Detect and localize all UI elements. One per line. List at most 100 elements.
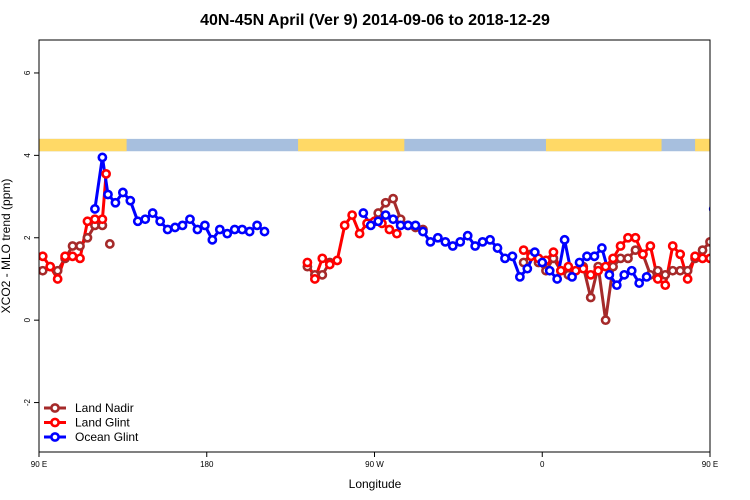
- data-point: [75, 241, 85, 251]
- data-point: [462, 230, 473, 241]
- data-point: [339, 220, 350, 231]
- data-point: [690, 251, 700, 262]
- data-point: [101, 168, 111, 179]
- data-point: [67, 241, 78, 251]
- data-point: [544, 265, 555, 276]
- data-point: [697, 245, 708, 256]
- data-point: [97, 214, 108, 225]
- x-axis: 90 E 180 90 W 0 90 E: [31, 452, 718, 469]
- data-point: [177, 220, 188, 231]
- data-point: [729, 216, 736, 223]
- data-point: [548, 247, 559, 258]
- data-point: [432, 232, 443, 243]
- data-point: [736, 240, 743, 247]
- data-point: [45, 261, 56, 272]
- data-point: [222, 228, 233, 239]
- data-point: [555, 265, 566, 276]
- y-tick-label: 2: [23, 235, 32, 240]
- data-point: [373, 216, 384, 227]
- legend-swatch-marker: [50, 403, 60, 413]
- data-point: [732, 170, 739, 177]
- data-point: [132, 216, 143, 227]
- data-point: [529, 247, 540, 258]
- data-point: [155, 216, 166, 227]
- land-strip-segment: [747, 139, 749, 151]
- data-point: [731, 199, 738, 206]
- legend-swatch-marker: [50, 417, 60, 428]
- data-point: [60, 251, 70, 262]
- data-point: [608, 261, 618, 272]
- data-point: [585, 269, 596, 280]
- legend-label: Ocean Glint: [75, 430, 139, 444]
- data-point: [388, 214, 399, 225]
- data-point: [746, 197, 750, 204]
- land-strip-segment: [39, 138, 127, 152]
- data-point: [384, 224, 395, 235]
- land-sea-strip: [39, 138, 749, 152]
- y-axis: -2 0 2 4 6: [23, 70, 39, 406]
- data-point: [39, 251, 48, 262]
- x-tick-label: 90 E: [31, 460, 47, 469]
- data-point: [705, 236, 710, 247]
- data-point: [244, 226, 255, 237]
- data-point: [574, 257, 585, 268]
- data-point: [229, 224, 240, 235]
- y-tick-label: 4: [23, 153, 32, 158]
- data-point: [259, 226, 270, 237]
- data-point: [477, 236, 488, 247]
- data-point: [652, 265, 663, 276]
- data-point: [67, 251, 78, 262]
- data-point: [317, 253, 328, 264]
- data-point: [354, 228, 365, 239]
- data-point: [214, 224, 225, 235]
- data-point: [170, 222, 180, 233]
- data-point: [324, 259, 335, 270]
- data-point: [738, 189, 745, 196]
- series-line: [714, 157, 750, 229]
- x-tick-label: 90 W: [365, 460, 384, 469]
- land-strip-segment: [298, 138, 405, 152]
- legend-swatch-marker: [50, 432, 60, 442]
- data-point: [302, 257, 313, 268]
- data-point: [682, 274, 693, 284]
- data-point: [714, 234, 721, 241]
- data-point: [332, 255, 343, 266]
- data-point: [630, 245, 641, 256]
- data-point: [600, 315, 611, 326]
- data-point: [600, 261, 611, 272]
- data-point: [90, 204, 100, 214]
- data-point: [485, 234, 495, 245]
- data-point: [675, 249, 686, 260]
- data-point: [395, 220, 406, 231]
- x-tick-label: 180: [200, 460, 214, 469]
- data-point: [140, 214, 151, 225]
- data-point: [522, 263, 533, 274]
- data-point: [199, 220, 210, 231]
- data-point: [388, 193, 399, 204]
- data-point: [675, 265, 686, 276]
- data-point: [623, 232, 633, 243]
- data-point: [252, 220, 262, 231]
- data-point: [559, 234, 570, 245]
- data-point: [380, 210, 391, 220]
- data-point: [147, 208, 158, 218]
- data-point: [638, 249, 648, 260]
- data-point: [117, 187, 128, 198]
- data-point: [52, 265, 63, 276]
- data-point: [391, 228, 402, 239]
- chart-title: 40N-45N April (Ver 9) 2014-09-06 to 2018…: [200, 12, 550, 29]
- data-point: [97, 152, 108, 163]
- data-point: [192, 224, 203, 235]
- data-point: [425, 236, 436, 247]
- data-point: [667, 265, 678, 276]
- data-point: [162, 224, 173, 235]
- data-point: [623, 253, 633, 264]
- data-point: [103, 189, 113, 200]
- data-point: [641, 271, 652, 282]
- data-point: [723, 191, 730, 198]
- data-point: [721, 216, 728, 223]
- data-point: [634, 278, 645, 288]
- data-point: [563, 261, 574, 272]
